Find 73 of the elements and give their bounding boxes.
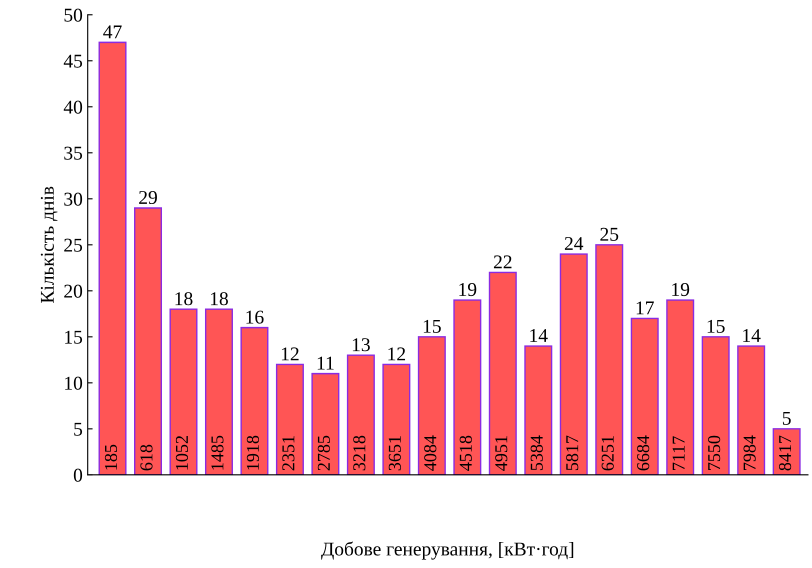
data-label: 22: [494, 255, 512, 268]
data-label: 11: [318, 356, 334, 370]
bar: [169, 308, 198, 475]
x-tick-label: 2351: [282, 436, 294, 470]
y-tick-label: 0: [74, 468, 82, 482]
data-label: 17: [636, 301, 654, 314]
bar: [488, 272, 517, 475]
y-tick-label: 25: [64, 238, 82, 252]
x-axis-title: Добове генерування, [кВт·год]: [321, 542, 574, 560]
y-tick-label: 45: [64, 54, 82, 68]
bar: [772, 428, 801, 475]
data-label: 19: [459, 283, 476, 296]
x-tick-label: 5817: [566, 436, 578, 470]
y-tick-label: 15: [65, 330, 82, 344]
bar: [382, 364, 410, 475]
x-tick-label: 618: [140, 444, 153, 470]
x-tick-label: 7984: [744, 435, 756, 470]
y-tick-label: 30: [64, 192, 82, 206]
x-tick-label: 4518: [460, 436, 472, 471]
x-tick-label: 1918: [246, 436, 259, 470]
bar: [595, 244, 624, 475]
bar: [346, 354, 375, 475]
data-label: 14: [743, 329, 761, 342]
data-label: 47: [103, 25, 122, 38]
bar: [666, 299, 694, 475]
bar: [453, 299, 482, 475]
data-label: 15: [424, 320, 441, 333]
bar: [204, 308, 233, 475]
data-label: 5: [782, 412, 791, 425]
x-tick-label: 4084: [424, 435, 436, 471]
data-label: 18: [210, 292, 228, 306]
y-tick-label: 50: [64, 8, 82, 22]
x-tick-label: 185: [104, 444, 118, 470]
y-tick-label: 35: [64, 146, 82, 160]
bar: [98, 42, 127, 475]
y-tick-label: 10: [65, 376, 82, 390]
bar: [311, 372, 340, 475]
data-label: 15: [708, 320, 725, 333]
data-label: 18: [175, 292, 192, 306]
x-tick-label: 3218: [353, 436, 366, 470]
x-tick-label: 7117: [672, 436, 685, 470]
x-tick-label: 1052: [176, 436, 188, 470]
bar: [524, 345, 552, 475]
x-tick-label: 4951: [495, 436, 508, 471]
bar: [702, 336, 730, 475]
x-tick-label: 1485: [211, 436, 224, 470]
x-tick-label: 2785: [318, 436, 330, 470]
data-label: 14: [530, 329, 548, 342]
data-label: 19: [672, 283, 690, 296]
y-tick-label: 20: [64, 284, 82, 298]
data-label: 12: [388, 347, 406, 360]
x-tick-label: 5384: [530, 435, 543, 470]
x-tick-label: 3651: [388, 436, 401, 470]
x-tick-label: 8417: [778, 436, 792, 470]
bar: [276, 364, 304, 475]
y-tick-label: 5: [74, 422, 82, 436]
bar: [240, 326, 268, 475]
data-label: 24: [564, 236, 584, 250]
y-axis-title: Кількість днів: [40, 186, 58, 304]
bar: [560, 253, 588, 475]
data-label: 13: [352, 338, 370, 352]
data-label: 16: [246, 310, 264, 324]
x-tick-label: 6251: [602, 436, 614, 470]
data-label: 12: [282, 347, 299, 360]
data-label: 29: [139, 190, 157, 204]
bar: [737, 345, 766, 475]
x-tick-label: 6684: [637, 435, 650, 470]
bar: [418, 336, 446, 475]
bar: [134, 207, 162, 475]
bar: [630, 318, 659, 475]
data-label: 25: [600, 228, 618, 241]
y-tick-label: 40: [64, 100, 82, 114]
x-tick-label: 7550: [708, 436, 720, 470]
